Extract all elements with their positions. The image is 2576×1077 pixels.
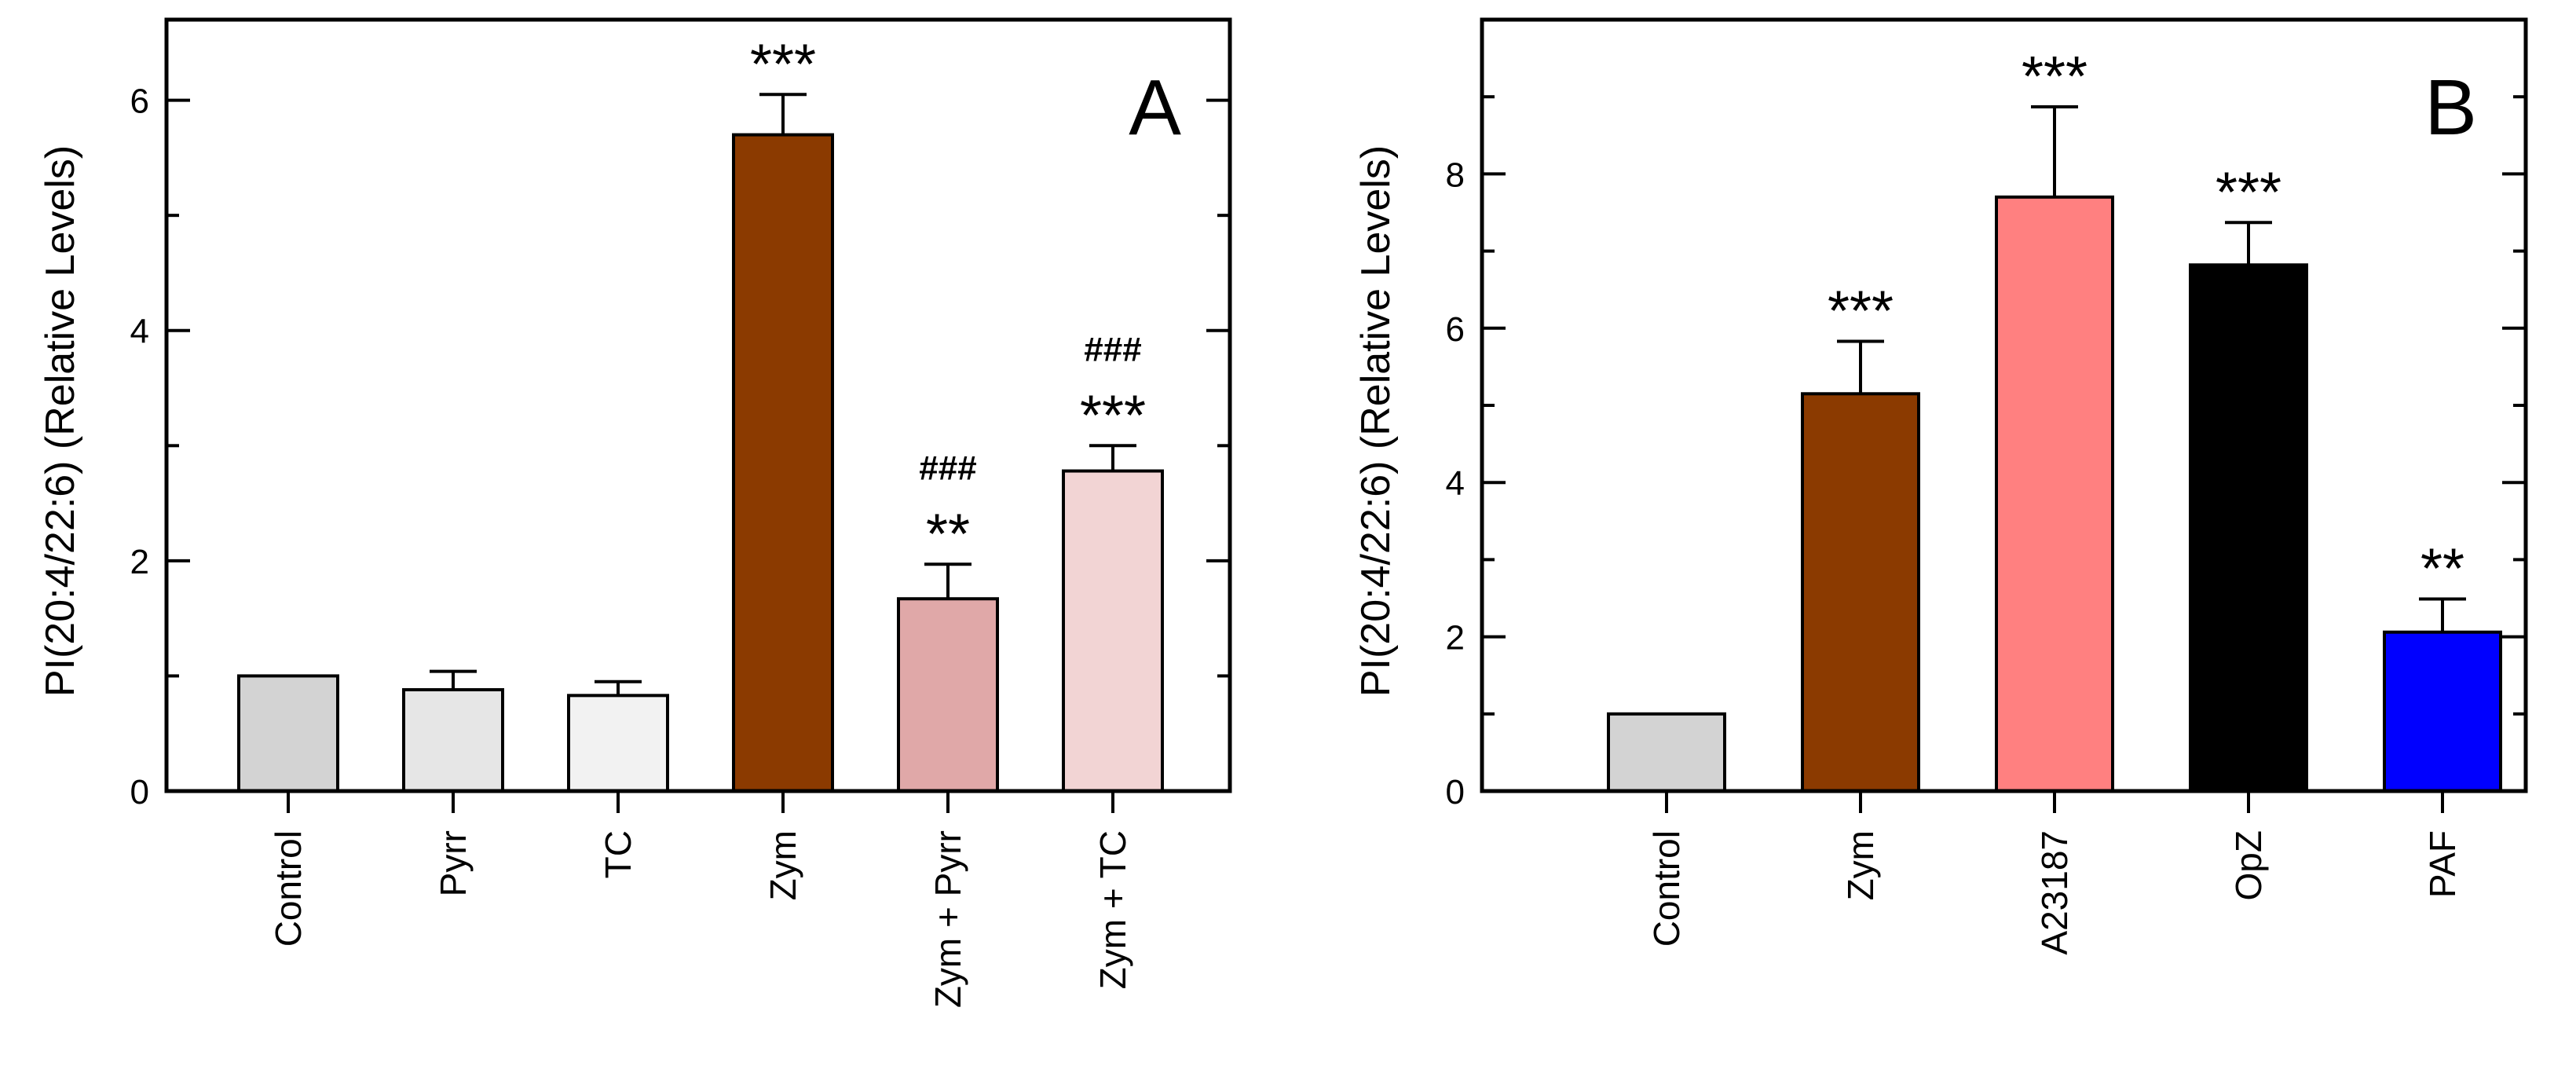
y-tick-label: 8 [1446,156,1465,194]
bar-3 [567,694,669,793]
significance-label: ** [926,503,970,566]
x-category-label: Zym + Pyrr [928,830,968,1008]
bar-2 [402,688,504,793]
y-tick-label: 4 [1446,464,1465,503]
hash-significance-label: ### [919,449,976,487]
panel-letter: A [1129,64,1181,152]
error-bar-3 [595,680,642,696]
x-category-label: Zym [1840,830,1881,900]
plot-frame [164,17,1232,793]
x-category-label: Pyrr [433,830,474,896]
x-category-label: OpZ [2228,830,2269,900]
y-axis-title: PI(20:4/22:6) (Relative Levels) [1353,145,1399,697]
x-category-label: Zym + TC [1092,830,1133,989]
bar-4 [732,133,834,793]
error-bar-4 [759,93,807,135]
x-category-label: TC [598,830,639,878]
significance-label: *** [2216,161,2281,224]
error-bar-2 [1837,339,1884,394]
bar-1 [1607,712,1726,793]
error-bar-3 [2031,104,2078,197]
y-tick-label: 6 [1446,310,1465,349]
bar-5 [897,597,999,793]
y-tick-label: 6 [130,82,149,121]
y-axis-title: PI(20:4/22:6) (Relative Levels) [38,145,83,697]
bar-2 [1801,392,1920,793]
y-tick-label: 2 [1446,619,1465,658]
x-category-label: PAF [2422,830,2463,898]
error-bar-5 [2419,597,2466,632]
error-bar-5 [924,562,971,599]
significance-label: *** [2022,46,2088,108]
significance-label: *** [750,33,816,96]
bar-4 [2189,263,2308,793]
y-tick-label: 0 [1446,773,1465,811]
error-bar-4 [2225,221,2272,266]
panel-letter: B [2424,64,2477,152]
x-category-label: Control [268,830,309,947]
significance-label: ** [2420,537,2464,600]
y-tick-label: 0 [130,773,149,811]
x-category-label: A23187 [2034,830,2075,955]
bar-5 [2383,630,2502,793]
bar-6 [1062,469,1164,793]
hash-significance-label: ### [1084,330,1141,368]
error-bar-6 [1089,444,1136,471]
x-category-label: Control [1646,830,1687,947]
y-tick-label: 2 [130,543,149,581]
significance-label: *** [1080,384,1146,447]
y-tick-label: 4 [130,313,149,351]
significance-label: *** [1828,280,1894,343]
bar-1 [237,674,339,793]
error-bar-2 [430,669,477,691]
x-category-label: Zym [763,830,803,900]
bar-3 [1995,195,2114,793]
